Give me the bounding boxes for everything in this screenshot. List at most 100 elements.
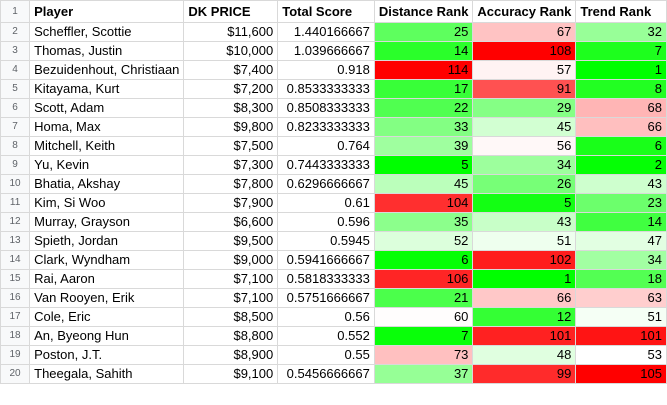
trend-rank-cell[interactable]: 34: [575, 250, 667, 270]
accuracy-rank-cell[interactable]: 48: [472, 345, 577, 365]
dk-price-cell[interactable]: $8,900: [183, 345, 279, 365]
total-score-cell[interactable]: 0.5456666667: [277, 364, 375, 384]
dk-price-cell[interactable]: $10,000: [183, 41, 279, 61]
player-cell[interactable]: Yu, Kevin: [29, 155, 185, 175]
total-score-cell[interactable]: 0.6296666667: [277, 174, 375, 194]
row-number[interactable]: 7: [0, 117, 31, 137]
row-number[interactable]: 8: [0, 136, 31, 156]
row-number[interactable]: 9: [0, 155, 31, 175]
player-cell[interactable]: Clark, Wyndham: [29, 250, 185, 270]
total-score-cell[interactable]: 0.5945: [277, 231, 375, 251]
row-number[interactable]: 17: [0, 307, 31, 327]
dk-price-cell[interactable]: $8,500: [183, 307, 279, 327]
row-number[interactable]: 10: [0, 174, 31, 194]
distance-rank-cell[interactable]: 14: [373, 41, 474, 61]
row-number[interactable]: 12: [0, 212, 31, 232]
row-number[interactable]: 14: [0, 250, 31, 270]
total-score-cell[interactable]: 0.5818333333: [277, 269, 375, 289]
trend-rank-cell[interactable]: 32: [575, 22, 667, 42]
header-accuracy-rank[interactable]: Accuracy Rank: [472, 0, 577, 23]
trend-rank-cell[interactable]: 66: [575, 117, 667, 137]
total-score-cell[interactable]: 0.5941666667: [277, 250, 375, 270]
player-cell[interactable]: Scott, Adam: [29, 98, 185, 118]
dk-price-cell[interactable]: $7,100: [183, 269, 279, 289]
trend-rank-cell[interactable]: 63: [575, 288, 667, 308]
distance-rank-cell[interactable]: 60: [373, 307, 474, 327]
dk-price-cell[interactable]: $7,100: [183, 288, 279, 308]
player-cell[interactable]: Kitayama, Kurt: [29, 79, 185, 99]
accuracy-rank-cell[interactable]: 91: [472, 79, 577, 99]
total-score-cell[interactable]: 1.039666667: [277, 41, 375, 61]
distance-rank-cell[interactable]: 7: [373, 326, 474, 346]
accuracy-rank-cell[interactable]: 43: [472, 212, 577, 232]
dk-price-cell[interactable]: $7,900: [183, 193, 279, 213]
row-number[interactable]: 4: [0, 60, 31, 80]
dk-price-cell[interactable]: $8,300: [183, 98, 279, 118]
player-cell[interactable]: An, Byeong Hun: [29, 326, 185, 346]
accuracy-rank-cell[interactable]: 101: [472, 326, 577, 346]
accuracy-rank-cell[interactable]: 26: [472, 174, 577, 194]
total-score-cell[interactable]: 1.440166667: [277, 22, 375, 42]
distance-rank-cell[interactable]: 21: [373, 288, 474, 308]
accuracy-rank-cell[interactable]: 51: [472, 231, 577, 251]
distance-rank-cell[interactable]: 25: [373, 22, 474, 42]
row-number[interactable]: 11: [0, 193, 31, 213]
player-cell[interactable]: Kim, Si Woo: [29, 193, 185, 213]
distance-rank-cell[interactable]: 52: [373, 231, 474, 251]
dk-price-cell[interactable]: $7,500: [183, 136, 279, 156]
distance-rank-cell[interactable]: 33: [373, 117, 474, 137]
trend-rank-cell[interactable]: 101: [575, 326, 667, 346]
dk-price-cell[interactable]: $9,000: [183, 250, 279, 270]
row-number[interactable]: 19: [0, 345, 31, 365]
accuracy-rank-cell[interactable]: 57: [472, 60, 577, 80]
total-score-cell[interactable]: 0.55: [277, 345, 375, 365]
total-score-cell[interactable]: 0.7443333333: [277, 155, 375, 175]
distance-rank-cell[interactable]: 45: [373, 174, 474, 194]
total-score-cell[interactable]: 0.552: [277, 326, 375, 346]
dk-price-cell[interactable]: $7,300: [183, 155, 279, 175]
row-number[interactable]: 13: [0, 231, 31, 251]
accuracy-rank-cell[interactable]: 5: [472, 193, 577, 213]
distance-rank-cell[interactable]: 106: [373, 269, 474, 289]
player-cell[interactable]: Mitchell, Keith: [29, 136, 185, 156]
accuracy-rank-cell[interactable]: 108: [472, 41, 577, 61]
accuracy-rank-cell[interactable]: 1: [472, 269, 577, 289]
trend-rank-cell[interactable]: 8: [575, 79, 667, 99]
header-distance-rank[interactable]: Distance Rank: [373, 0, 474, 23]
row-number[interactable]: 2: [0, 22, 31, 42]
trend-rank-cell[interactable]: 47: [575, 231, 667, 251]
trend-rank-cell[interactable]: 18: [575, 269, 667, 289]
player-cell[interactable]: Van Rooyen, Erik: [29, 288, 185, 308]
row-number[interactable]: 15: [0, 269, 31, 289]
accuracy-rank-cell[interactable]: 29: [472, 98, 577, 118]
row-number[interactable]: 3: [0, 41, 31, 61]
trend-rank-cell[interactable]: 7: [575, 41, 667, 61]
distance-rank-cell[interactable]: 73: [373, 345, 474, 365]
total-score-cell[interactable]: 0.56: [277, 307, 375, 327]
header-dk-price[interactable]: DK PRICE: [183, 0, 279, 23]
accuracy-rank-cell[interactable]: 12: [472, 307, 577, 327]
dk-price-cell[interactable]: $7,200: [183, 79, 279, 99]
distance-rank-cell[interactable]: 114: [373, 60, 474, 80]
player-cell[interactable]: Thomas, Justin: [29, 41, 185, 61]
distance-rank-cell[interactable]: 104: [373, 193, 474, 213]
trend-rank-cell[interactable]: 23: [575, 193, 667, 213]
header-trend-rank[interactable]: Trend Rank: [575, 0, 667, 23]
accuracy-rank-cell[interactable]: 56: [472, 136, 577, 156]
distance-rank-cell[interactable]: 35: [373, 212, 474, 232]
trend-rank-cell[interactable]: 1: [575, 60, 667, 80]
total-score-cell[interactable]: 0.61: [277, 193, 375, 213]
dk-price-cell[interactable]: $9,100: [183, 364, 279, 384]
dk-price-cell[interactable]: $7,800: [183, 174, 279, 194]
accuracy-rank-cell[interactable]: 34: [472, 155, 577, 175]
distance-rank-cell[interactable]: 37: [373, 364, 474, 384]
accuracy-rank-cell[interactable]: 66: [472, 288, 577, 308]
trend-rank-cell[interactable]: 53: [575, 345, 667, 365]
total-score-cell[interactable]: 0.596: [277, 212, 375, 232]
player-cell[interactable]: Murray, Grayson: [29, 212, 185, 232]
trend-rank-cell[interactable]: 105: [575, 364, 667, 384]
row-number[interactable]: 1: [0, 0, 31, 23]
accuracy-rank-cell[interactable]: 99: [472, 364, 577, 384]
trend-rank-cell[interactable]: 43: [575, 174, 667, 194]
header-player[interactable]: Player: [29, 0, 185, 23]
